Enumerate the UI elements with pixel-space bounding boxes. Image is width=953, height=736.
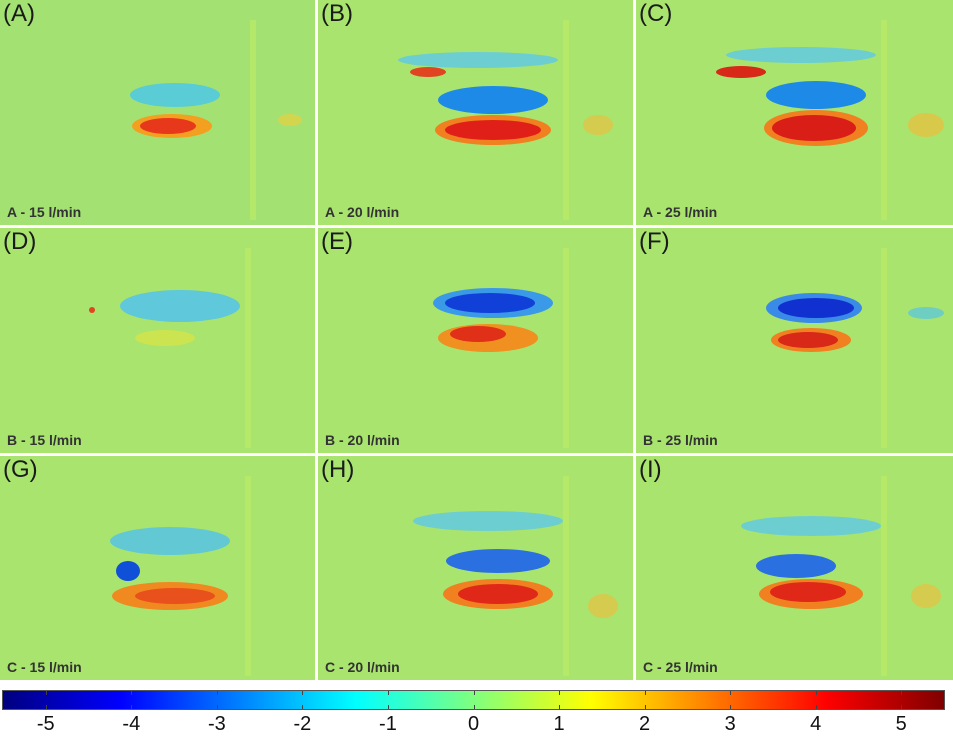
panel-e: (E) B - 20 l/min xyxy=(318,228,633,453)
panel-letter: (H) xyxy=(321,456,355,483)
panel-caption: A - 25 l/min xyxy=(643,204,718,220)
colorbar-label: -5 xyxy=(36,713,55,735)
panel-letter: (D) xyxy=(3,228,37,255)
heatmap-b xyxy=(318,0,633,225)
figure-grid: (A) A - 15 l/min (B) A - 20 l/min (C) xyxy=(0,0,953,680)
colorbar-tick xyxy=(131,705,133,709)
panel-h: (H) C - 20 l/min xyxy=(318,456,633,680)
heatmap-a xyxy=(0,0,315,225)
colorbar-tick xyxy=(730,705,732,709)
colorbar-tick xyxy=(815,705,817,709)
colorbar-label: 2 xyxy=(639,713,651,735)
heatmap-c xyxy=(636,0,953,225)
heatmap-g xyxy=(0,456,315,680)
colorbar-tick xyxy=(559,691,561,695)
panel-caption: B - 25 l/min xyxy=(643,432,718,448)
panel-caption: B - 20 l/min xyxy=(325,432,400,448)
colorbar-tick xyxy=(131,691,133,695)
colorbar-label: 4 xyxy=(810,713,822,735)
panel-caption: C - 20 l/min xyxy=(325,659,400,675)
colorbar-tick xyxy=(45,705,47,709)
colorbar-tick xyxy=(302,705,304,709)
colorbar-label: 5 xyxy=(895,713,907,735)
colorbar-tick xyxy=(302,691,304,695)
panel-a: (A) A - 15 l/min xyxy=(0,0,315,225)
colorbar-label: -2 xyxy=(293,713,312,735)
heatmap-e xyxy=(318,228,633,453)
panel-caption: B - 15 l/min xyxy=(7,432,82,448)
panel-c: (C) A - 25 l/min xyxy=(636,0,953,225)
colorbar-tick xyxy=(216,691,218,695)
panel-letter: (C) xyxy=(639,0,673,27)
colorbar-label: -4 xyxy=(122,713,141,735)
panel-g: (G) C - 15 l/min xyxy=(0,456,315,680)
colorbar-tick xyxy=(45,691,47,695)
colorbar-label: 0 xyxy=(467,713,480,735)
panel-caption: A - 20 l/min xyxy=(325,204,400,220)
heatmap-h xyxy=(318,456,633,680)
colorbar-label: 3 xyxy=(724,713,736,735)
panel-caption: C - 25 l/min xyxy=(643,659,718,675)
colorbar-label: -1 xyxy=(379,713,397,735)
colorbar-label: 1 xyxy=(553,713,565,735)
panel-letter: (E) xyxy=(321,228,353,255)
colorbar-label: -3 xyxy=(207,713,226,735)
colorbar-tick xyxy=(644,691,646,695)
colorbar-tick xyxy=(901,705,903,709)
panel-f: (F) B - 25 l/min xyxy=(636,228,953,453)
colorbar-tick xyxy=(387,691,389,695)
panel-caption: A - 15 l/min xyxy=(7,204,82,220)
colorbar-tick xyxy=(644,705,646,709)
panel-letter: (A) xyxy=(3,0,35,27)
colorbar-tick xyxy=(559,705,561,709)
panel-letter: (G) xyxy=(3,456,38,483)
panel-caption: C - 15 l/min xyxy=(7,659,82,675)
panel-letter: (F) xyxy=(639,228,670,255)
heatmap-i xyxy=(636,456,953,680)
colorbar-tick xyxy=(473,691,475,695)
panel-b: (B) A - 20 l/min xyxy=(318,0,633,225)
panel-i: (I) C - 25 l/min xyxy=(636,456,953,680)
colorbar-tick xyxy=(473,705,475,709)
colorbar xyxy=(2,690,945,710)
panel-letter: (I) xyxy=(639,456,662,483)
colorbar-tick xyxy=(901,691,903,695)
colorbar-tick xyxy=(815,691,817,695)
heatmap-d xyxy=(0,228,315,453)
colorbar-tick xyxy=(216,705,218,709)
colorbar-tick xyxy=(387,705,389,709)
colorbar-tick xyxy=(730,691,732,695)
heatmap-f xyxy=(636,228,953,453)
panel-d: (D) B - 15 l/min xyxy=(0,228,315,453)
panel-letter: (B) xyxy=(321,0,353,27)
